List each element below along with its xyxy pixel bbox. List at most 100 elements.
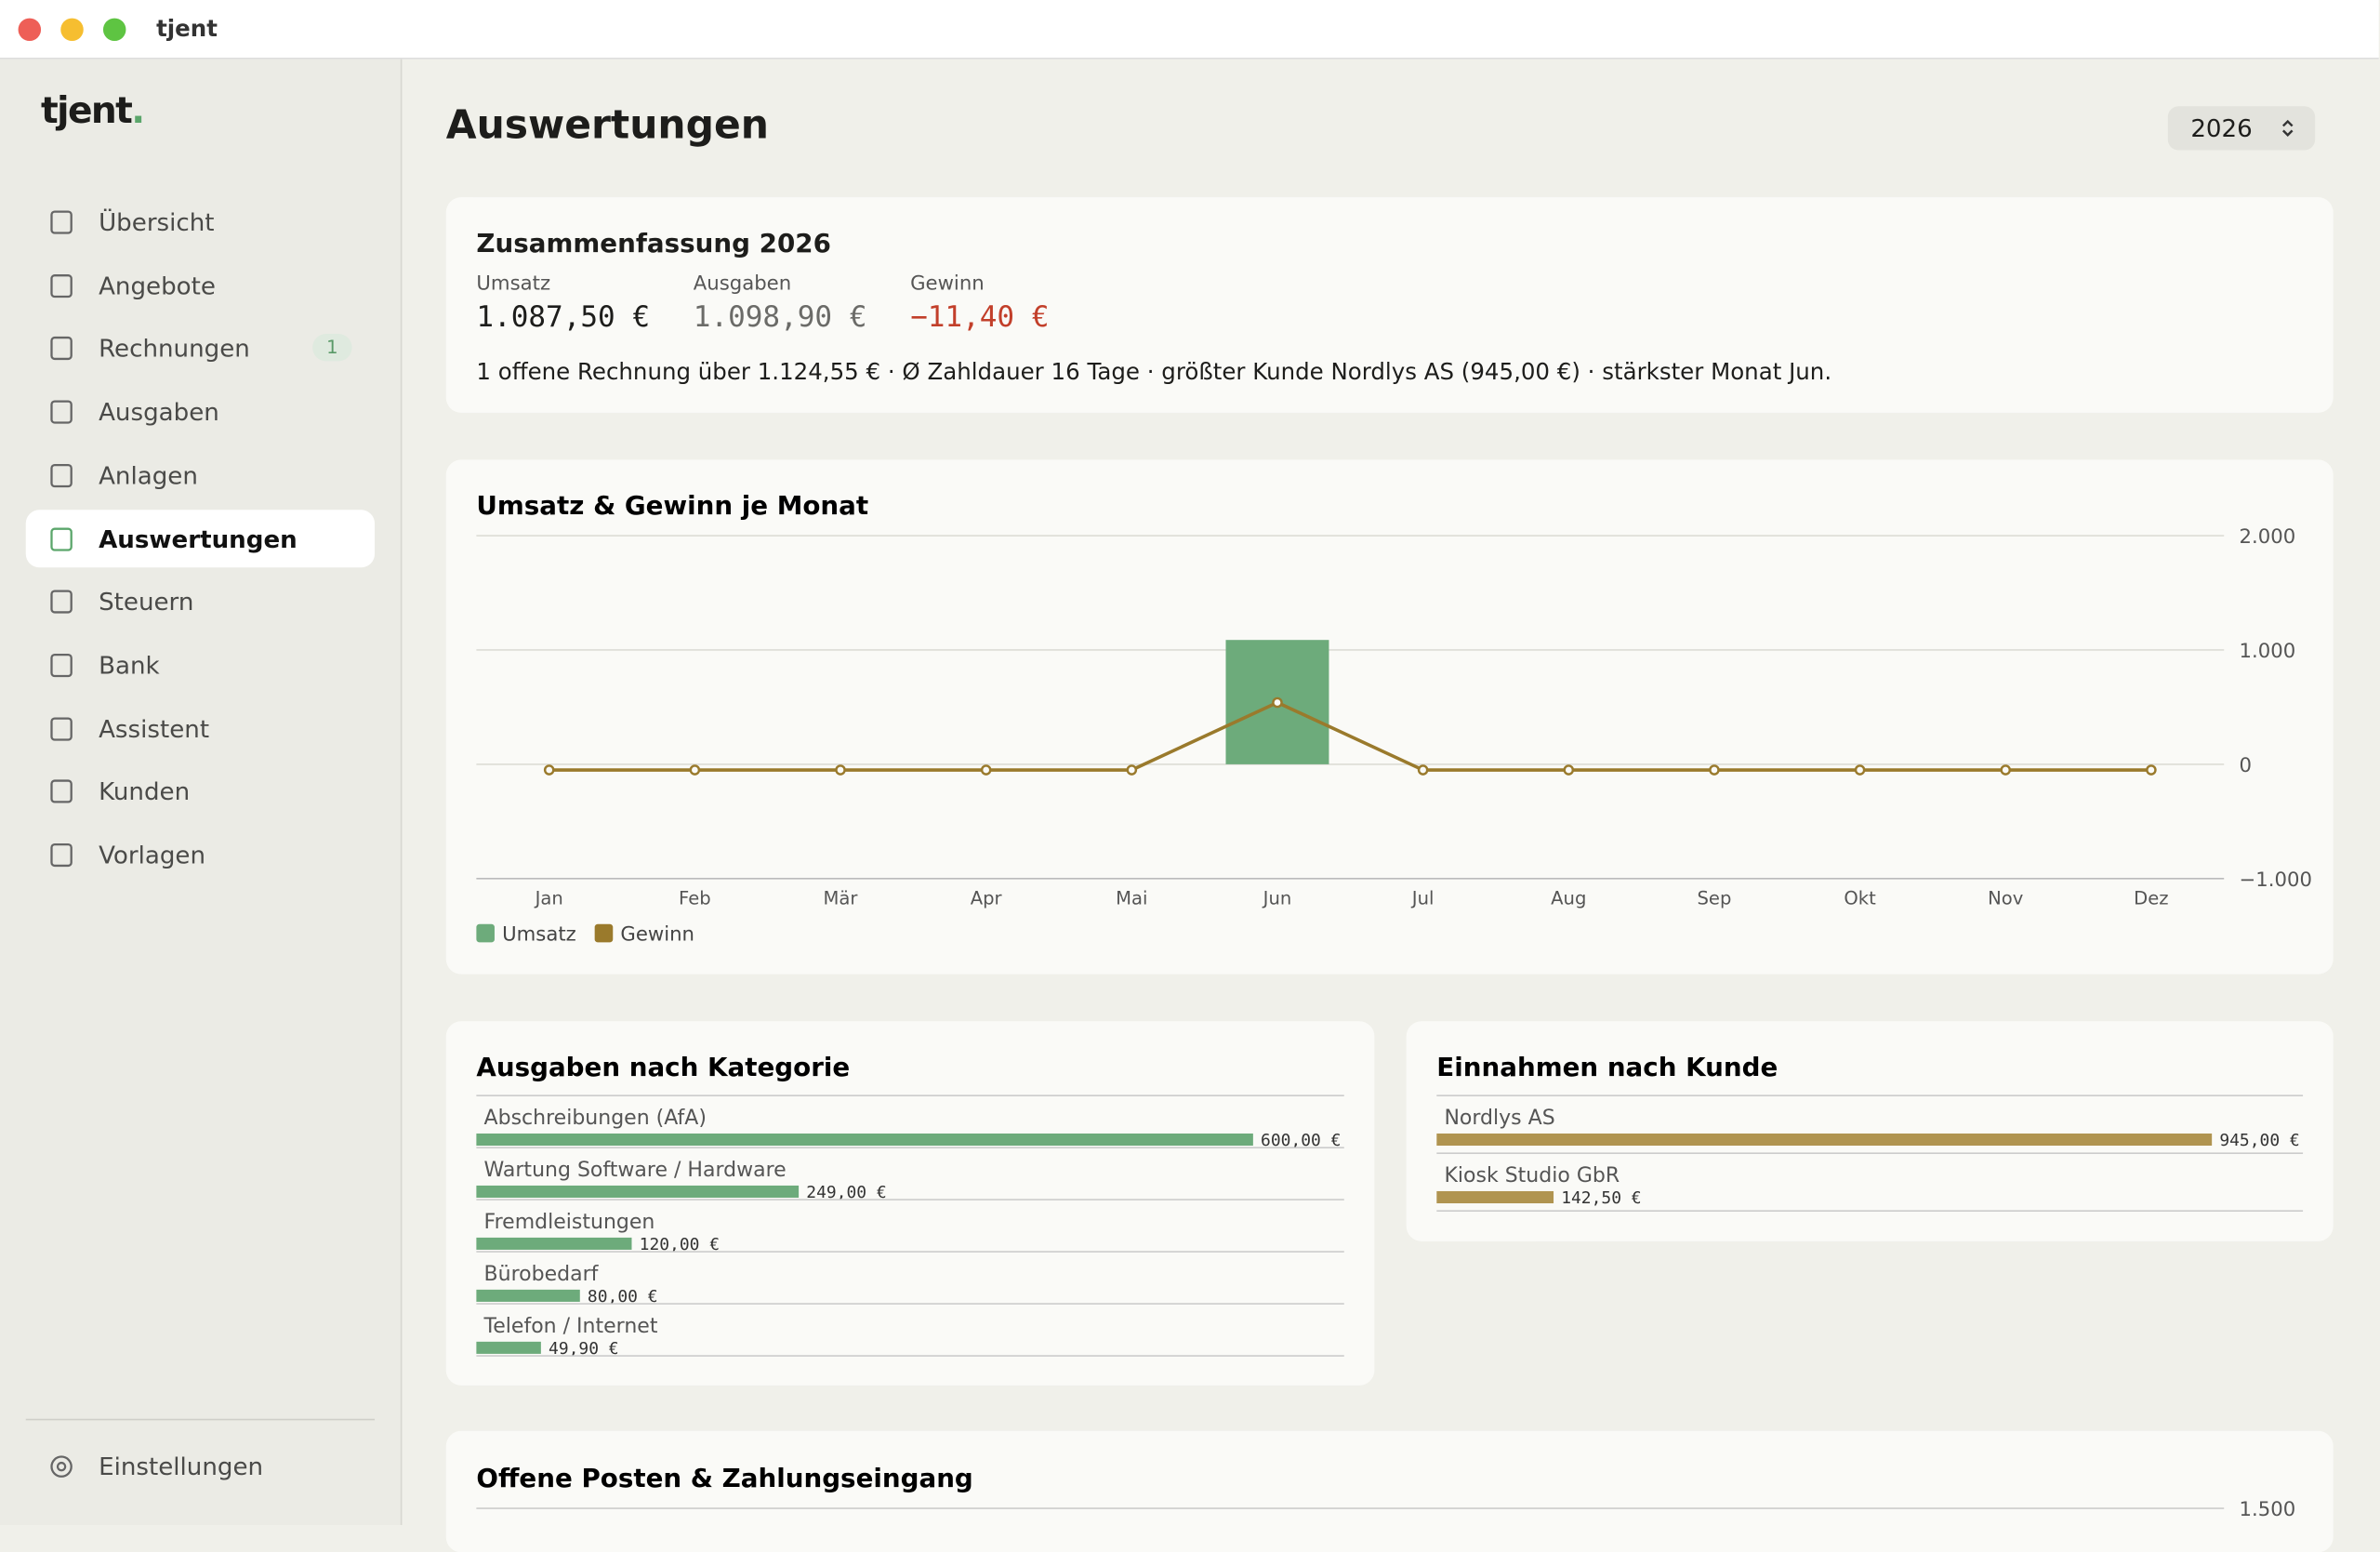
settings-item[interactable]: Einstellungen xyxy=(26,1437,375,1494)
legend-label: Umsatz xyxy=(502,923,576,947)
category-label: Abschreibungen (AfA) xyxy=(484,1107,707,1130)
legend-swatch xyxy=(594,923,614,943)
close-button[interactable] xyxy=(18,18,42,42)
y-tick-label: 1.500 xyxy=(2240,1498,2296,1521)
nav-label: Übersicht xyxy=(99,207,215,237)
logo-text: tjent xyxy=(41,89,133,132)
nav-icon xyxy=(50,526,73,550)
chart-title: Ausgaben nach Kategorie xyxy=(476,1052,850,1082)
point xyxy=(1417,764,1429,776)
icon-shape xyxy=(50,653,73,677)
bar xyxy=(476,1133,1253,1147)
bar xyxy=(476,1237,632,1250)
category-label: Nordlys AS xyxy=(1444,1107,1554,1130)
settings-icon xyxy=(50,1455,73,1478)
nav-label: Anlagen xyxy=(99,460,198,490)
divider xyxy=(25,1418,376,1421)
nav-icon xyxy=(50,779,73,804)
metric-value: 1.098,90 € xyxy=(693,300,867,334)
metric-value: 1.087,50 € xyxy=(476,300,651,334)
open-items-chart: Offene Posten & Zahlungseingang 1.500 xyxy=(476,1463,2296,1521)
y-tick-label: 0 xyxy=(2240,754,2253,777)
open-items-card: Offene Posten & Zahlungseingang 1.500 xyxy=(445,1430,2334,1552)
icon-shape xyxy=(50,273,73,298)
nav-icon xyxy=(50,716,73,740)
bar xyxy=(476,1341,541,1354)
nav-item[interactable]: Steuern xyxy=(26,572,375,630)
customer-chart: Einnahmen nach Kunde Nordlys AS 945,00 € Ki… xyxy=(1436,1052,2304,1212)
icon-shape xyxy=(50,210,73,234)
x-tick-label: Jun xyxy=(1262,888,1292,909)
nav-item[interactable]: Übersicht xyxy=(26,192,375,250)
nav-item[interactable]: Kunden xyxy=(26,763,375,820)
customer-card: Einnahmen nach Kunde Nordlys AS 945,00 € Ki… xyxy=(1406,1021,2334,1241)
point xyxy=(543,764,555,776)
category-card: Ausgaben nach Kategorie Abschreibungen (A… xyxy=(445,1021,1375,1386)
logo: tjent. xyxy=(41,89,145,132)
x-tick-label: Sep xyxy=(1697,888,1731,909)
category-label: Kiosk Studio GbR xyxy=(1444,1164,1620,1187)
nav-item[interactable]: Auswertungen xyxy=(25,509,376,567)
minimize-button[interactable] xyxy=(60,18,84,42)
sidebar: tjent. Übersicht Angebote Rechnungen 1 Ausga… xyxy=(0,59,403,1525)
icon-shape xyxy=(50,842,73,868)
nav-label: Kunden xyxy=(99,776,191,806)
icon-shape xyxy=(50,400,73,424)
chart-title: Umsatz & Gewinn je Monat xyxy=(476,490,868,521)
point xyxy=(1126,764,1138,776)
year-value: 2026 xyxy=(2190,113,2253,143)
point xyxy=(1272,696,1283,709)
line xyxy=(549,700,2151,772)
select-arrows xyxy=(2281,119,2294,137)
bar xyxy=(476,1289,580,1302)
nav-icon xyxy=(50,653,73,677)
nav-item[interactable]: Anlagen xyxy=(26,445,375,503)
nav-label: Auswertungen xyxy=(99,524,298,553)
icon-shape xyxy=(50,526,73,550)
year-select[interactable]: 2026 xyxy=(2167,106,2316,151)
x-tick-label: Dez xyxy=(2134,888,2168,909)
nav-icon xyxy=(50,273,73,298)
bar xyxy=(476,1185,800,1198)
y-tick-label: 1.000 xyxy=(2240,640,2296,663)
summary-card: Zusammenfassung 2026 1 offene Rechnung ü… xyxy=(445,197,2334,413)
category-label: Fremdleistungen xyxy=(484,1211,655,1234)
point xyxy=(2000,764,2012,776)
zoom-button[interactable] xyxy=(102,18,126,42)
nav-label: Vorlagen xyxy=(99,841,206,870)
nav-badge: 1 xyxy=(312,334,352,363)
value-label: 142,50 € xyxy=(1561,1188,1641,1208)
value-label: 249,00 € xyxy=(806,1183,886,1202)
nav-icon xyxy=(50,337,73,361)
nav-label: Steuern xyxy=(99,587,194,617)
bar xyxy=(1436,1190,1554,1204)
nav-item[interactable]: Vorlagen xyxy=(26,826,375,883)
nav-item[interactable]: Assistent xyxy=(26,699,375,757)
page-title: Auswertungen xyxy=(445,102,769,149)
nav-icon xyxy=(50,590,73,614)
category-chart: Ausgaben nach Kategorie Abschreibungen (A… xyxy=(476,1052,1344,1359)
nav-label: Rechnungen xyxy=(99,334,250,364)
legend-label: Gewinn xyxy=(620,923,694,947)
x-tick-label: Jul xyxy=(1410,888,1435,909)
x-tick-label: Okt xyxy=(1844,888,1876,909)
metric-label: Ausgaben xyxy=(693,272,792,297)
nav-label: Ausgaben xyxy=(99,397,219,427)
nav-label: Assistent xyxy=(99,713,210,743)
x-tick-label: Nov xyxy=(1988,888,2023,909)
nav-item[interactable]: Bank xyxy=(26,636,375,694)
nav-item[interactable]: Rechnungen 1 xyxy=(26,319,375,377)
monthly-chart-card: Umsatz & Gewinn je Monat −1.000 0 1.000 2.00… xyxy=(445,459,2334,975)
category-label: Bürobedarf xyxy=(484,1263,600,1286)
icon-shape xyxy=(50,590,73,614)
nav-item[interactable]: Angebote xyxy=(26,256,375,313)
nav-item[interactable]: Ausgaben xyxy=(26,382,375,440)
value-label: 49,90 € xyxy=(549,1339,619,1359)
settings-label: Einstellungen xyxy=(99,1452,264,1481)
nav-icon xyxy=(50,842,73,868)
monthly-chart: Umsatz & Gewinn je Monat −1.000 0 1.000 2.00… xyxy=(476,490,2312,947)
point xyxy=(1709,764,1720,776)
y-tick-label: 2.000 xyxy=(2240,525,2296,549)
icon-shape xyxy=(50,716,73,740)
